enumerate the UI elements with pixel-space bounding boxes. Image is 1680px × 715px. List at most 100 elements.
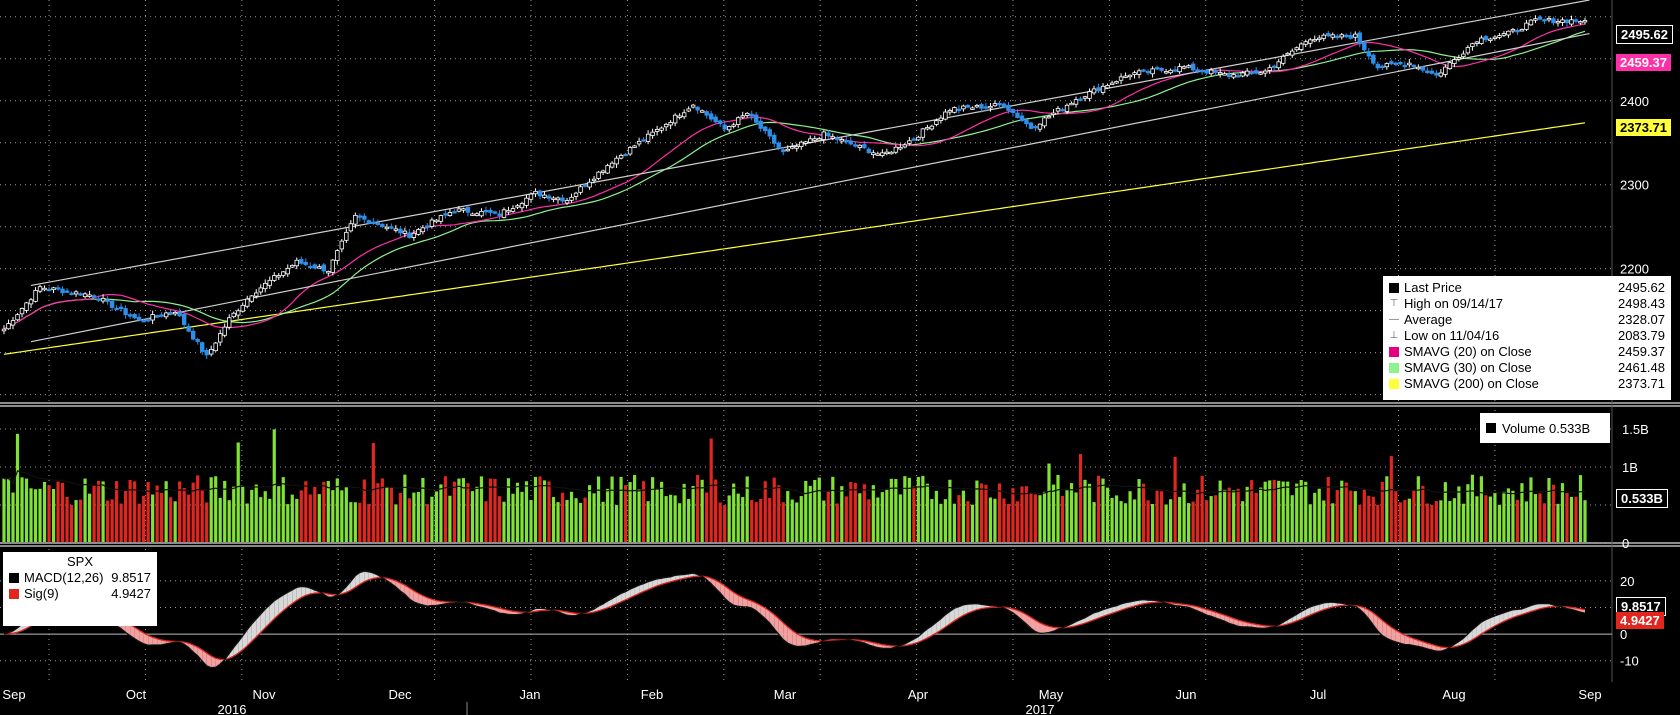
candle-body <box>497 213 502 216</box>
candle-body <box>654 129 660 132</box>
macd-fill-segment <box>742 597 748 607</box>
candle-body <box>1046 116 1052 119</box>
candle-body <box>677 115 682 118</box>
volume-bar <box>804 480 808 542</box>
volume-bar <box>56 481 60 542</box>
year-tick-label: 2017 <box>1026 702 1055 715</box>
candle-body <box>1042 117 1047 127</box>
volume-bar <box>795 502 799 542</box>
volume-bar <box>1083 479 1087 542</box>
sma20-line <box>3 23 1586 330</box>
volume-bar <box>196 475 200 542</box>
volume-bar <box>1529 477 1533 542</box>
volume-bar <box>1223 489 1227 542</box>
sig-swatch <box>9 589 19 599</box>
candle-body <box>722 124 727 130</box>
candle-body <box>46 288 52 292</box>
candle-body <box>312 264 317 269</box>
volume-bar <box>835 503 839 542</box>
volume-bar <box>47 485 51 542</box>
candle-body <box>416 229 421 235</box>
volume-bar <box>358 502 362 542</box>
volume-bar <box>849 482 853 542</box>
volume-bar <box>1078 454 1083 542</box>
candle-body <box>190 330 196 340</box>
volume-bar <box>1524 501 1529 542</box>
macd-fill-segment <box>1503 611 1509 622</box>
candle-body <box>681 112 687 118</box>
legend-value: 2461.48 <box>1618 360 1665 375</box>
volume-bar <box>272 429 276 542</box>
volume-bar <box>493 478 497 542</box>
macd-fill-segment <box>1323 602 1329 610</box>
volume-bar <box>1178 497 1182 542</box>
volume-bar <box>1376 504 1380 542</box>
volume-bar <box>578 502 583 542</box>
volume-bar <box>385 487 389 542</box>
volume-bar <box>853 482 857 542</box>
macd-fill-segment <box>1391 627 1396 643</box>
candle-body <box>686 108 691 112</box>
volume-bar <box>1245 486 1249 542</box>
volume-bar <box>322 481 326 542</box>
volume-bar <box>430 496 434 542</box>
candle-body <box>1546 17 1552 21</box>
candle-body <box>952 107 957 113</box>
macd-fill-segment <box>720 582 725 599</box>
volume-bar <box>984 484 988 542</box>
macd-fill-segment <box>1314 604 1320 614</box>
volume-bar <box>596 476 601 542</box>
volume-bar <box>497 496 502 542</box>
volume-bar <box>65 496 69 542</box>
volume-bar <box>1389 456 1393 542</box>
volume-bar <box>1493 491 1497 542</box>
macd-fill-segment <box>287 589 293 607</box>
volume-bar <box>178 481 182 542</box>
macd-fill-segment <box>1121 602 1126 611</box>
volume-bar <box>898 494 902 542</box>
candle-body <box>632 145 637 148</box>
volume-bar <box>295 498 299 542</box>
volume-bar <box>1448 501 1452 542</box>
volume-bars <box>2 429 1587 542</box>
volume-bar <box>1520 483 1524 542</box>
volume-bar <box>632 475 637 542</box>
legend-label: SMAVG (30) on Close <box>1404 360 1532 375</box>
volume-bar <box>1250 480 1254 542</box>
legend-symbol: — <box>1389 314 1399 325</box>
macd-fill-segment <box>193 644 198 656</box>
candle-body <box>1168 69 1173 74</box>
candle-body <box>898 146 903 150</box>
candle-body <box>1150 68 1155 75</box>
macd-fill-segment <box>778 618 784 640</box>
volume-bar <box>1506 488 1511 542</box>
candle-body <box>772 134 777 144</box>
volume-bar <box>1457 486 1461 542</box>
macd-fill-segment <box>963 604 968 616</box>
candle-body <box>483 209 489 213</box>
candle-body <box>1555 21 1561 24</box>
volume-bar <box>133 481 137 542</box>
candle-body <box>204 349 209 356</box>
candle-body <box>645 133 651 142</box>
candle-body <box>524 197 529 206</box>
volume-bar <box>74 500 78 542</box>
volume-bar <box>1092 502 1096 542</box>
volume-bar <box>173 501 177 542</box>
candle-body <box>740 115 745 118</box>
candle-body <box>1019 115 1025 121</box>
legend-swatch <box>1389 347 1399 357</box>
candle-body <box>231 312 236 318</box>
volume-bar <box>1065 489 1069 542</box>
candle-body <box>411 232 417 238</box>
candle-body <box>1195 69 1200 72</box>
macd-fill-segment <box>130 624 135 639</box>
volume-bar <box>1042 491 1047 542</box>
volume-bar <box>1430 504 1434 542</box>
volume-bar <box>817 477 821 542</box>
macd-fill-segment <box>355 572 360 588</box>
volume-bar <box>1565 492 1569 542</box>
macd-legend-title: SPX <box>66 554 93 569</box>
candle-body <box>1470 43 1475 47</box>
candle-body <box>249 295 254 302</box>
